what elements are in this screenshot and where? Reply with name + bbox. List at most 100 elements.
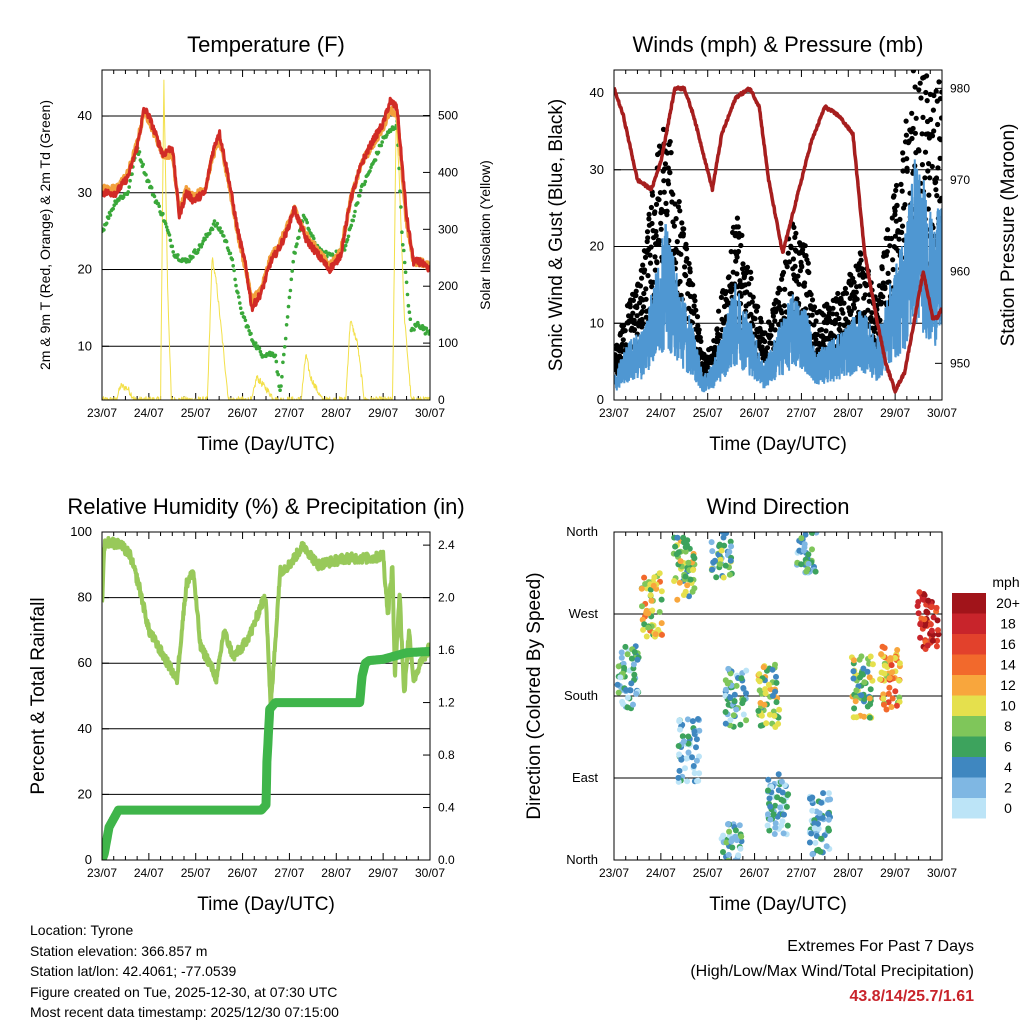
dewpoint-point bbox=[349, 223, 354, 228]
direction-point bbox=[614, 681, 621, 688]
direction-point bbox=[867, 653, 874, 660]
y-axis-label: 2m & 9m T (Red, Orange) & 2m Td (Green) bbox=[37, 100, 53, 370]
direction-point bbox=[886, 675, 893, 682]
gust-point bbox=[851, 279, 857, 285]
direction-point bbox=[889, 669, 896, 676]
direction-point bbox=[823, 843, 830, 850]
gust-point bbox=[917, 80, 923, 86]
direction-point bbox=[892, 688, 899, 695]
gust-point bbox=[859, 266, 865, 272]
dewpoint-point bbox=[126, 190, 130, 194]
dewpoint-point bbox=[171, 250, 175, 254]
direction-point bbox=[720, 534, 727, 541]
direction-point bbox=[641, 574, 648, 581]
gust-point bbox=[677, 208, 683, 214]
dewpoint-point bbox=[187, 259, 191, 264]
dewpoint-point bbox=[376, 150, 381, 155]
dewpoint-point bbox=[222, 234, 226, 238]
gust-point bbox=[885, 270, 891, 276]
gust-point bbox=[795, 273, 801, 279]
gust-point bbox=[924, 57, 929, 62]
gust-point bbox=[925, 206, 931, 212]
gust-point bbox=[779, 276, 785, 282]
direction-point bbox=[825, 810, 832, 817]
dewpoint-point bbox=[406, 303, 411, 308]
dewpoint-point bbox=[104, 221, 109, 226]
gust-point bbox=[893, 187, 899, 193]
extremes-subtitle: (High/Low/Max Wind/Total Precipitation) bbox=[690, 963, 974, 980]
dewpoint-point bbox=[402, 248, 406, 253]
direction-point bbox=[652, 631, 659, 638]
direction-point bbox=[866, 714, 873, 721]
gust-point bbox=[792, 234, 798, 240]
gust-point bbox=[925, 168, 931, 174]
direction-point bbox=[727, 557, 734, 564]
dewpoint-point bbox=[240, 311, 245, 315]
gust-point bbox=[646, 211, 652, 217]
dewpoint-point bbox=[400, 230, 404, 234]
gust-point bbox=[910, 125, 916, 132]
gust-point bbox=[687, 269, 693, 275]
x-tick-label: 29/07 bbox=[368, 406, 398, 420]
gust-point bbox=[792, 263, 798, 269]
direction-point bbox=[722, 677, 729, 684]
y2-tick-label: 0 bbox=[438, 393, 445, 407]
direction-point bbox=[877, 676, 884, 683]
gust-point bbox=[634, 313, 640, 319]
x-tick-label: 23/07 bbox=[87, 866, 117, 880]
x-tick-label: 29/07 bbox=[880, 866, 910, 880]
gust-point bbox=[820, 312, 827, 318]
dewpoint-point bbox=[238, 301, 242, 305]
gust-point bbox=[919, 131, 925, 137]
y-tick-label: North bbox=[566, 524, 598, 539]
series-solar-line bbox=[102, 79, 430, 400]
direction-point bbox=[725, 869, 731, 875]
direction-point bbox=[778, 822, 785, 829]
gust-point bbox=[734, 271, 740, 277]
info-latlon: Station lat/lon: 42.4061; -77.0539 bbox=[30, 963, 237, 979]
y-tick-label: 80 bbox=[78, 590, 92, 605]
direction-point bbox=[725, 857, 732, 860]
gust-point bbox=[934, 193, 940, 199]
dewpoint-point bbox=[127, 185, 131, 189]
direction-point bbox=[757, 700, 764, 706]
dewpoint-point bbox=[356, 201, 360, 205]
dewpoint-point bbox=[373, 158, 378, 162]
gust-point bbox=[770, 313, 777, 319]
gust-point bbox=[910, 58, 915, 63]
y-tick-label: 20 bbox=[590, 239, 604, 254]
direction-point bbox=[719, 532, 726, 535]
gust-point bbox=[649, 220, 655, 227]
direction-point bbox=[765, 787, 771, 794]
speed-legend: mph 20+ 18 16 14 12 10 8 6 4 2 0 bbox=[952, 574, 1020, 819]
gust-point bbox=[887, 243, 893, 249]
gust-point bbox=[645, 235, 651, 241]
dewpoint-point bbox=[218, 226, 222, 230]
direction-point bbox=[715, 518, 721, 524]
direction-point bbox=[924, 642, 931, 649]
x-tick-label: 27/07 bbox=[786, 866, 816, 880]
y-tick-label: 0 bbox=[597, 392, 604, 407]
y2-axis-label: Station Pressure (Maroon) bbox=[998, 124, 1019, 347]
direction-point bbox=[717, 561, 724, 568]
extremes-title: Extremes For Past 7 Days bbox=[787, 938, 974, 955]
direction-point bbox=[725, 821, 731, 828]
dewpoint-point bbox=[176, 253, 180, 257]
info-recent: Most recent data timestamp: 2025/12/30 0… bbox=[30, 1004, 339, 1020]
dewpoint-point bbox=[273, 353, 278, 358]
direction-point bbox=[760, 664, 767, 671]
direction-point bbox=[656, 609, 663, 615]
gust-point bbox=[794, 296, 800, 302]
dewpoint-point bbox=[280, 374, 284, 379]
dewpoint-point bbox=[231, 264, 235, 268]
direction-point bbox=[737, 845, 744, 852]
direction-point bbox=[929, 637, 936, 644]
direction-point bbox=[935, 631, 942, 638]
direction-point bbox=[781, 811, 787, 818]
gust-point bbox=[631, 327, 638, 333]
dewpoint-point bbox=[305, 220, 310, 225]
gust-point bbox=[909, 135, 915, 142]
legend-swatch bbox=[952, 757, 986, 778]
direction-point bbox=[621, 664, 628, 671]
gust-point bbox=[668, 150, 674, 156]
